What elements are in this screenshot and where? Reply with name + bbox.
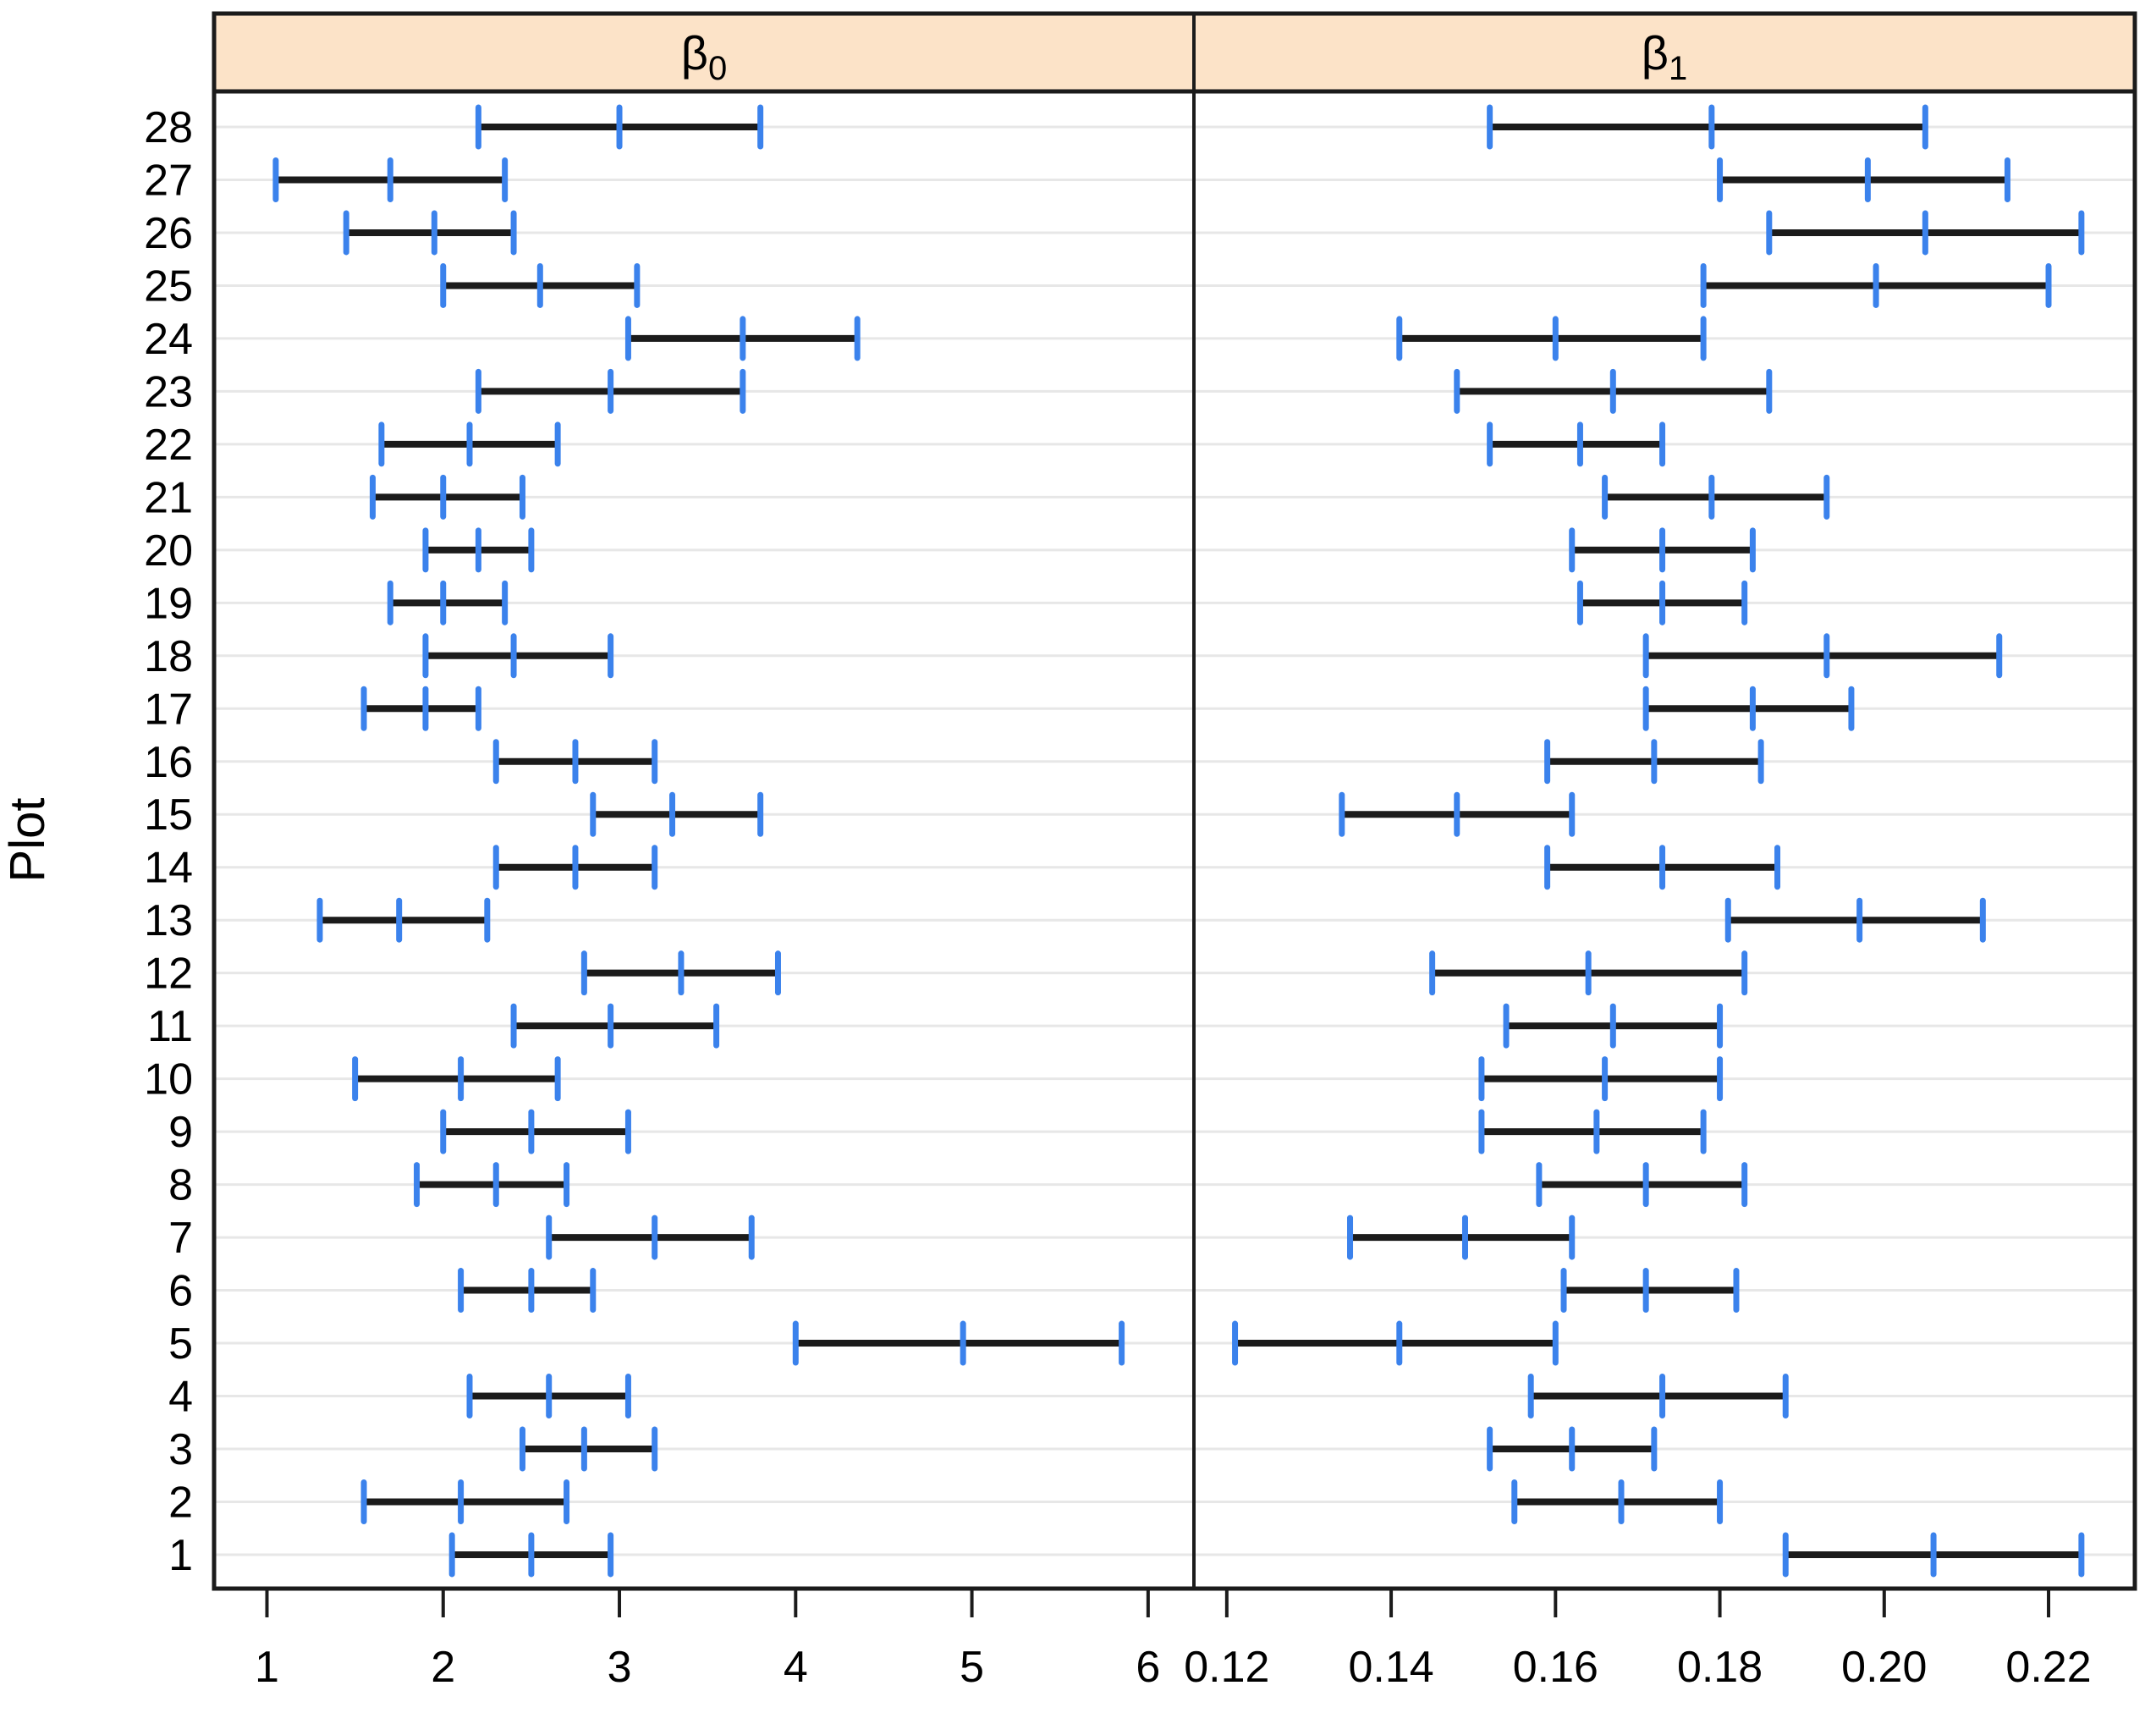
y-tick-label: 11 — [147, 1002, 193, 1051]
y-tick-label: 28 — [144, 103, 193, 152]
x-tick-label: 0.18 — [1677, 1643, 1763, 1692]
x-tick-label: 6 — [1136, 1643, 1160, 1692]
y-tick-label: 3 — [168, 1425, 193, 1474]
y-tick-label: 9 — [168, 1108, 193, 1157]
x-tick-label: 0.12 — [1184, 1643, 1269, 1692]
x-tick-label: 0.16 — [1513, 1643, 1598, 1692]
y-tick-label: 12 — [144, 950, 193, 999]
x-tick-label: 0.14 — [1348, 1643, 1433, 1692]
x-tick-label: 5 — [960, 1643, 984, 1692]
y-tick-label: 25 — [144, 262, 193, 311]
y-tick-label: 26 — [144, 209, 193, 258]
y-tick-label: 23 — [144, 367, 193, 416]
y-tick-label: 15 — [144, 790, 193, 840]
y-tick-label: 16 — [144, 738, 193, 787]
plot-outer-border — [212, 11, 2137, 1591]
y-tick-label: 17 — [144, 685, 193, 734]
y-tick-label: 2 — [168, 1478, 193, 1527]
x-tick-label: 1 — [255, 1643, 279, 1692]
y-axis-title: Plot — [0, 798, 55, 883]
y-tick-label: 6 — [168, 1267, 193, 1316]
y-tick-label: 21 — [144, 473, 193, 522]
y-tick-label: 4 — [168, 1373, 193, 1422]
x-tick-label: 3 — [608, 1643, 632, 1692]
y-tick-label: 27 — [144, 156, 193, 205]
x-tick-label: 0.20 — [1841, 1643, 1927, 1692]
x-tick-label: 0.22 — [2005, 1643, 2091, 1692]
y-tick-label: 13 — [144, 896, 193, 945]
y-tick-label: 19 — [144, 579, 193, 628]
y-tick-label: 8 — [168, 1161, 193, 1210]
y-tick-label: 20 — [144, 526, 193, 576]
y-tick-label: 24 — [144, 315, 193, 364]
y-tick-label: 5 — [168, 1319, 193, 1369]
panel-header-strip — [214, 14, 2135, 91]
y-tick-label: 7 — [168, 1214, 193, 1263]
y-tick-label: 1 — [168, 1531, 193, 1580]
panel-title-beta0: β0 — [681, 26, 727, 87]
y-tick-label: 18 — [144, 632, 193, 681]
x-tick-label: 4 — [784, 1643, 808, 1692]
y-tick-label: 22 — [144, 421, 193, 470]
y-tick-label: 14 — [144, 844, 193, 893]
y-tick-label: 10 — [144, 1055, 193, 1104]
x-tick-label: 2 — [431, 1643, 455, 1692]
panel-title-beta1: β1 — [1642, 26, 1687, 87]
